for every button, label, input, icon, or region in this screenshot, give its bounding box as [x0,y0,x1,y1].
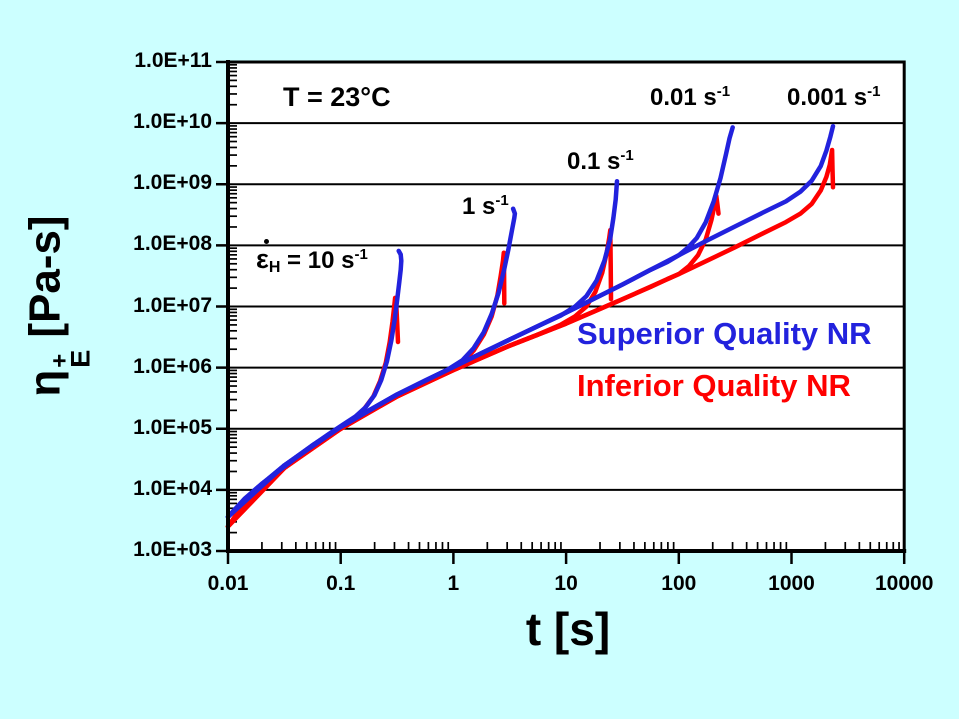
annotation-rate-0.1: 0.1 s-1 [567,147,634,175]
x-axis-title: t [s] [525,603,611,655]
legend-superior-label: Superior Quality NR [577,316,872,351]
eta-symbol: η [20,369,70,397]
legend-superior: Superior Quality NR [577,318,872,349]
legend-inferior: Inferior Quality NR [577,370,851,401]
curve-superior-0.001s [225,123,836,520]
annotation-rate-10: εH = 10 s-1 [256,239,368,276]
y-axis-units: [Pa-s] [20,215,70,338]
temperature-text: T = 23°C [283,82,391,112]
eta-sub-sup: + E [46,349,96,368]
annotation-rate-1: 1 s-1 [462,192,509,220]
epsilon-dot-icon [264,239,269,244]
epsilon-symbol: ε [256,239,269,273]
annotation-temperature: T = 23°C [283,82,391,113]
legend-inferior-label: Inferior Quality NR [577,368,851,403]
annotation-rate-0.01: 0.01 s-1 [650,83,731,111]
annotation-rate-0.001: 0.001 s-1 [787,83,881,111]
